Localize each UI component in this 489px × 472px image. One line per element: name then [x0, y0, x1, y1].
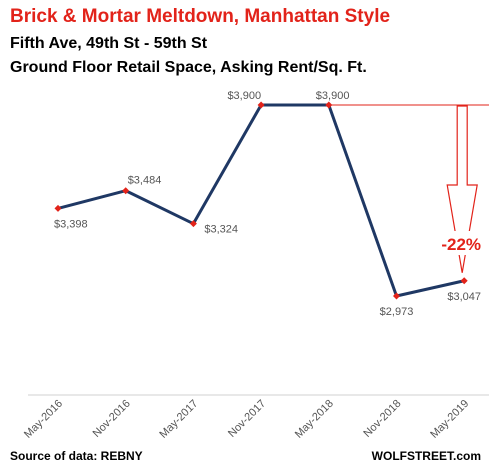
x-tick-label-nov-2017: Nov-2017 — [226, 398, 268, 440]
x-tick-label-may-2016: May-2016 — [22, 398, 65, 441]
x-tick-label-may-2017: May-2017 — [157, 398, 200, 441]
x-tick-label-may-2018: May-2018 — [293, 398, 336, 441]
decline-label-background — [437, 231, 486, 255]
data-label-nov-2018: $2,973 — [380, 306, 414, 318]
x-tick-label-may-2019: May-2019 — [428, 398, 471, 441]
x-tick-label-layer: May-2016 Nov-2016 May-2017 Nov-2017 May-2018… — [22, 398, 471, 441]
data-label-nov-2017: $3,900 — [227, 90, 261, 102]
data-label-may-2017: $3,324 — [204, 224, 238, 236]
data-point-nov-2018 — [393, 292, 400, 300]
data-point-may-2016 — [54, 204, 62, 212]
data-point-may-2019 — [460, 277, 468, 285]
decline-arrow-icon — [446, 105, 478, 273]
data-label-may-2016: $3,398 — [54, 218, 88, 230]
x-tick-label-nov-2016: Nov-2016 — [91, 398, 133, 440]
data-point-nov-2017 — [257, 101, 265, 109]
rent-series-line — [56, 103, 466, 298]
chart-subtitle-location: Fifth Ave, 49th St - 59th St — [10, 35, 208, 52]
data-label-may-2019: $3,047 — [447, 291, 481, 303]
brand-watermark: WOLFSTREET.com — [371, 449, 481, 463]
annotation-layer: -22% — [328, 104, 489, 273]
source-note: Source of data: REBNY — [10, 449, 143, 463]
x-tick-label-nov-2018: Nov-2018 — [361, 398, 403, 440]
data-point-may-2017 — [189, 220, 197, 228]
data-point-layer — [54, 101, 468, 300]
data-label-nov-2016: $3,484 — [128, 175, 162, 187]
data-point-may-2018 — [325, 101, 333, 109]
data-label-may-2018: $3,900 — [316, 90, 350, 102]
data-point-nov-2016 — [122, 187, 130, 195]
series-line-layer — [56, 103, 466, 298]
chart-title: Brick & Mortar Meltdown, Manhattan Style — [10, 6, 391, 27]
chart-subtitle-metric: Ground Floor Retail Space, Asking Rent/S… — [10, 59, 367, 76]
data-label-layer: $3,398 $3,484 $3,324 $3,900 $3,900 $2,973 $3,0… — [54, 90, 481, 318]
decline-percent-label: -22% — [441, 235, 481, 254]
